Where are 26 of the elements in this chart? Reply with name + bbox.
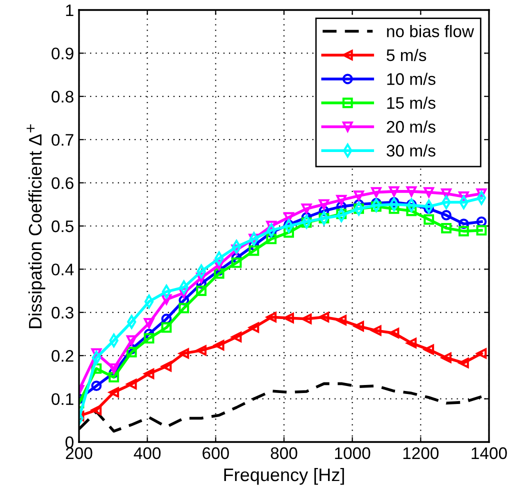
x-tick-label: 600 [202, 447, 229, 460]
y-tick-label: 0.1 [52, 393, 74, 406]
y-tick-label: 0.9 [52, 48, 74, 60]
x-tick-label: 800 [270, 447, 298, 460]
x-tick-label: 1000 [335, 447, 370, 460]
y-tick-label: 1 [66, 4, 74, 16]
x-tick-label: 400 [134, 447, 161, 460]
x-tick-label: 200 [66, 447, 92, 460]
y-tick-label: 0 [66, 436, 74, 448]
y-tick-label: 0.5 [52, 220, 74, 232]
y-tick-label: 0.2 [52, 350, 74, 362]
legend-label: 15 m/s [387, 96, 436, 109]
legend-label: 5 m/s [386, 48, 426, 62]
y-tick-label: 0.3 [52, 306, 74, 319]
x-tick-label: 1400 [472, 447, 507, 460]
legend-label: 30 m/s [386, 144, 436, 157]
y-tick-label: 0.7 [52, 134, 74, 146]
legend-label: 10 m/s [387, 72, 436, 85]
y-tick-label: 0.4 [52, 264, 74, 276]
y-tick-label: 0.6 [52, 177, 74, 190]
legend-label: no bias flow [387, 25, 474, 38]
y-tick-label: 0.8 [52, 90, 74, 103]
x-axis-title: Frequency [Hz] [224, 468, 344, 485]
legend-label: 20 m/s [386, 120, 436, 133]
x-tick-label: 1200 [403, 447, 439, 460]
y-axis-title: Dissipation Coefficient Δ$^{+}$ [26, 124, 46, 328]
